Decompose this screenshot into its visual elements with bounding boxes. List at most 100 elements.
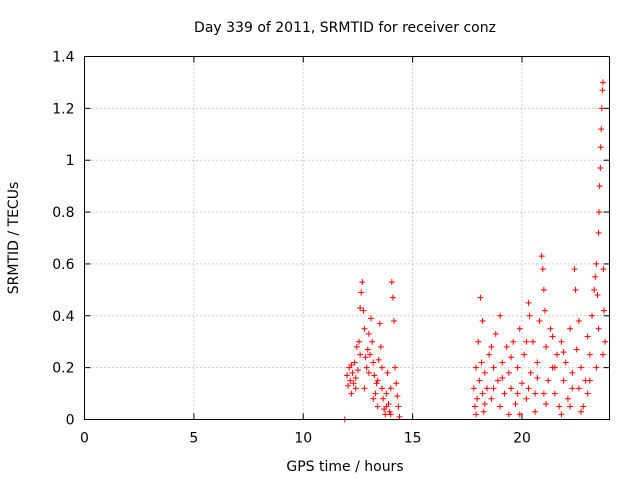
data-point bbox=[560, 349, 567, 356]
data-point bbox=[593, 364, 600, 371]
data-point bbox=[396, 413, 403, 420]
data-point bbox=[379, 385, 385, 392]
data-point bbox=[562, 359, 569, 366]
data-point bbox=[354, 367, 361, 374]
data-point bbox=[478, 359, 485, 366]
data-point bbox=[602, 338, 609, 345]
data-point bbox=[569, 369, 576, 376]
data-point bbox=[492, 330, 499, 337]
data-point bbox=[486, 351, 493, 358]
data-point bbox=[601, 307, 608, 314]
y-tick-label: 0.4 bbox=[52, 309, 74, 325]
data-point bbox=[598, 105, 605, 112]
data-point bbox=[365, 369, 372, 376]
data-point bbox=[474, 395, 481, 402]
y-tick-label: 0.6 bbox=[52, 257, 74, 273]
data-point bbox=[394, 393, 401, 400]
data-point bbox=[534, 359, 541, 366]
data-point bbox=[527, 369, 534, 376]
data-point bbox=[523, 338, 530, 345]
data-point bbox=[551, 364, 558, 371]
data-point bbox=[525, 385, 532, 392]
data-point bbox=[558, 338, 565, 345]
data-point bbox=[578, 408, 585, 415]
data-point bbox=[594, 292, 601, 299]
grid-layer bbox=[84, 56, 610, 420]
data-point bbox=[494, 377, 501, 384]
data-point bbox=[384, 369, 391, 376]
data-point bbox=[481, 400, 488, 407]
data-point bbox=[357, 351, 364, 358]
data-point bbox=[480, 408, 487, 415]
data-point bbox=[593, 260, 600, 267]
data-point bbox=[490, 364, 497, 371]
data-point bbox=[584, 333, 591, 340]
data-point bbox=[586, 377, 593, 384]
data-point bbox=[597, 164, 604, 171]
data-point bbox=[556, 403, 563, 410]
data-point bbox=[479, 317, 486, 324]
data-point bbox=[473, 364, 480, 371]
data-point bbox=[473, 411, 480, 418]
data-point bbox=[554, 351, 560, 358]
data-point bbox=[351, 359, 358, 366]
data-point bbox=[497, 312, 504, 319]
data-point bbox=[345, 382, 352, 389]
data-point bbox=[592, 273, 599, 280]
data-point bbox=[362, 354, 369, 361]
data-point bbox=[538, 253, 545, 260]
data-point bbox=[534, 375, 541, 382]
data-point bbox=[580, 403, 587, 410]
data-point bbox=[348, 362, 355, 369]
data-point bbox=[371, 372, 378, 379]
data-point bbox=[514, 390, 521, 397]
data-point bbox=[366, 351, 373, 358]
data-point bbox=[596, 183, 603, 190]
data-point bbox=[508, 385, 515, 392]
y-tick-label: 1 bbox=[66, 153, 75, 169]
data-point bbox=[547, 325, 554, 332]
data-point bbox=[352, 385, 359, 392]
data-point bbox=[392, 364, 399, 371]
data-point bbox=[525, 299, 532, 306]
data-point bbox=[372, 390, 379, 397]
data-point bbox=[564, 395, 571, 402]
data-point bbox=[596, 209, 602, 216]
data-point bbox=[521, 351, 528, 358]
data-point bbox=[353, 343, 360, 350]
y-tick-label: 0.2 bbox=[52, 361, 74, 377]
data-point bbox=[541, 307, 548, 314]
x-axis-label: GPS time / hours bbox=[286, 459, 403, 475]
data-point bbox=[374, 377, 381, 384]
data-point bbox=[395, 403, 402, 410]
data-point bbox=[571, 266, 578, 273]
data-point bbox=[476, 377, 483, 384]
data-point bbox=[595, 325, 602, 332]
data-point bbox=[481, 369, 488, 376]
data-point bbox=[374, 403, 381, 410]
data-point bbox=[470, 385, 477, 392]
data-point bbox=[595, 229, 602, 236]
data-point bbox=[370, 395, 377, 402]
data-point bbox=[484, 385, 490, 392]
data-point bbox=[387, 411, 394, 418]
data-point bbox=[357, 305, 364, 312]
data-point bbox=[549, 333, 556, 340]
data-point bbox=[499, 375, 506, 382]
data-point bbox=[347, 377, 354, 384]
data-point bbox=[584, 390, 591, 397]
data-point bbox=[361, 325, 368, 332]
data-point bbox=[560, 377, 567, 384]
data-point bbox=[479, 390, 486, 397]
data-point bbox=[567, 403, 574, 410]
data-point bbox=[567, 325, 574, 332]
data-point bbox=[370, 359, 377, 366]
data-point bbox=[376, 320, 383, 327]
data-point bbox=[352, 375, 359, 382]
data-point bbox=[575, 385, 582, 392]
data-point bbox=[393, 380, 400, 387]
data-point bbox=[545, 377, 552, 384]
data-point bbox=[514, 364, 521, 371]
data-point bbox=[597, 144, 604, 151]
data-point bbox=[382, 411, 389, 418]
